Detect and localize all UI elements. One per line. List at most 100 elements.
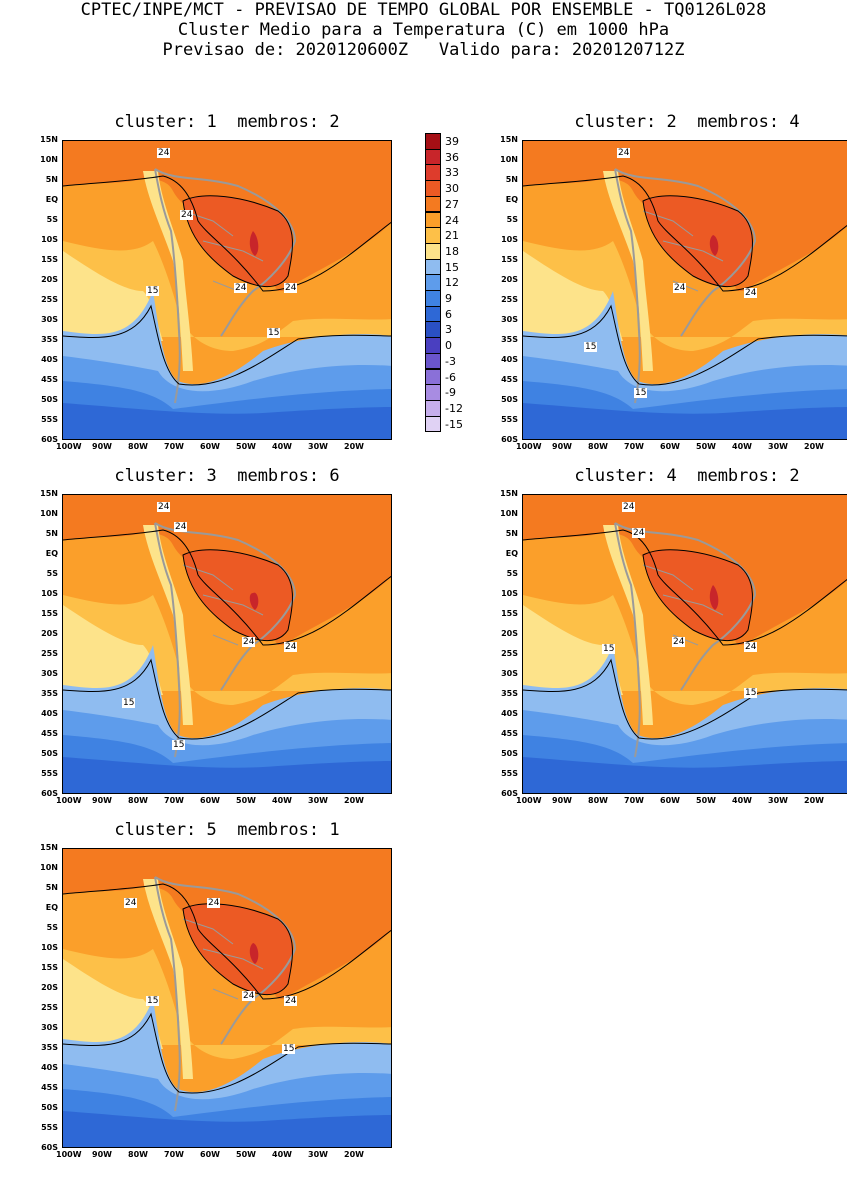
lon-tick-label: 20W <box>344 1150 364 1159</box>
lat-tick-label: 5N <box>45 175 58 184</box>
colorbar-label: 9 <box>445 292 452 305</box>
panel-title: cluster: 4 membros: 2 <box>574 466 800 486</box>
contour-label: 24 <box>284 642 298 652</box>
lon-tick-label: 30W <box>308 796 328 805</box>
lat-tick-label: 10N <box>500 155 518 164</box>
contour-label: 24 <box>632 528 646 538</box>
temperature-map <box>522 140 847 440</box>
colorbar-label: -15 <box>445 417 463 431</box>
lat-tick-label: 45S <box>501 729 518 738</box>
lat-tick-label: 15S <box>501 255 518 264</box>
colorbar-label: 0 <box>445 339 452 353</box>
lon-tick-label: 30W <box>308 442 328 451</box>
lat-tick-label: 55S <box>501 769 518 778</box>
lon-tick-label: 70W <box>624 442 644 451</box>
lon-tick-label: 20W <box>344 796 364 805</box>
colorbar-swatch <box>425 305 441 323</box>
contour-label: 24 <box>284 996 298 1006</box>
map-panel-cluster-5: cluster: 5 membros: 1 24 24 24 24 15 15 15N 10N… <box>40 820 392 1193</box>
colorbar-label: 6 <box>445 307 452 321</box>
lat-tick-label: 10N <box>40 863 58 872</box>
panel-title: cluster: 3 membros: 6 <box>114 466 340 486</box>
map-panel-cluster-2: cluster: 2 membros: 4 24 24 24 15 15 15N 10N 5N… <box>500 112 847 485</box>
lat-tick-label: 35S <box>501 335 518 344</box>
lat-tick-label: 15N <box>500 489 518 498</box>
lon-tick-label: 80W <box>588 442 608 451</box>
lat-tick-label: 60S <box>41 435 58 444</box>
lon-tick-label: 90W <box>92 1150 112 1159</box>
colorbar-label: 30 <box>445 182 459 196</box>
lat-tick-label: 50S <box>501 749 518 758</box>
lat-tick-label: 15N <box>40 135 58 144</box>
lon-tick-label: 100W <box>516 442 542 451</box>
colorbar-label: -12 <box>445 401 463 415</box>
lat-tick-label: 10S <box>41 589 58 598</box>
lon-tick-label: 40W <box>732 442 752 451</box>
lat-tick-label: 15S <box>41 255 58 264</box>
colorbar-label: 12 <box>445 276 459 290</box>
contour-label: 15 <box>146 996 160 1006</box>
colorbar-swatch <box>425 352 441 370</box>
lat-tick-label: EQ <box>45 195 58 204</box>
colorbar-swatch <box>425 242 441 260</box>
lon-tick-label: 30W <box>768 442 788 451</box>
lat-tick-label: 15S <box>41 963 58 972</box>
lat-tick-label: 60S <box>501 789 518 798</box>
lat-tick-label: 15S <box>501 609 518 618</box>
lon-tick-label: 60W <box>200 796 220 805</box>
map-panel-cluster-4: cluster: 4 membros: 2 24 24 24 24 15 15 15N 10N… <box>500 466 847 839</box>
lat-tick-label: 15N <box>40 843 58 852</box>
contour-label: 15 <box>744 688 758 698</box>
lat-tick-label: 50S <box>41 1103 58 1112</box>
lon-tick-label: 70W <box>164 442 184 451</box>
lat-tick-label: 35S <box>41 335 58 344</box>
contour-label: 15 <box>602 644 616 654</box>
colorbar-swatch <box>425 227 441 244</box>
contour-label: 24 <box>157 502 171 512</box>
colorbar-label: -3 <box>445 354 456 368</box>
lon-tick-label: 40W <box>732 796 752 805</box>
colorbar-label: 21 <box>445 229 459 243</box>
header-dates: Previsao de: 2020120600Z Valido para: 20… <box>162 40 685 60</box>
lon-tick-label: 40W <box>272 442 292 451</box>
lon-tick-label: 80W <box>128 796 148 805</box>
colorbar-swatch <box>425 337 441 354</box>
contour-label: 15 <box>584 342 598 352</box>
colorbar-label: 33 <box>445 166 459 180</box>
contour-label: 15 <box>282 1044 296 1054</box>
contour-label: 24 <box>284 283 298 293</box>
contour-label: 24 <box>242 637 256 647</box>
contour-label: 24 <box>673 283 687 293</box>
colorbar-label: 3 <box>445 323 452 337</box>
lat-tick-label: 40S <box>501 709 518 718</box>
lon-tick-label: 50W <box>696 796 716 805</box>
panel-title: cluster: 5 membros: 1 <box>114 820 340 840</box>
contour-label: 15 <box>146 286 160 296</box>
colorbar-swatch <box>425 180 441 197</box>
lon-tick-label: 20W <box>804 796 824 805</box>
lat-tick-label: 5S <box>46 923 58 932</box>
map-panel-cluster-1: cluster: 1 membros: 2 24 24 24 24 15 15 15N 10N… <box>40 112 392 485</box>
lat-tick-label: EQ <box>45 903 58 912</box>
contour-label: 15 <box>634 388 648 398</box>
lat-tick-label: 5N <box>505 529 518 538</box>
lon-tick-label: 20W <box>804 442 824 451</box>
lon-tick-label: 100W <box>516 796 542 805</box>
colorbar-swatch <box>425 195 441 213</box>
lat-tick-label: 5S <box>506 215 518 224</box>
colorbar-swatch <box>425 164 441 182</box>
lat-tick-label: 55S <box>501 415 518 424</box>
temperature-map <box>62 140 392 440</box>
lon-tick-label: 50W <box>236 442 256 451</box>
lon-tick-label: 50W <box>236 796 256 805</box>
colorbar-label: 27 <box>445 197 459 211</box>
lat-tick-label: 15S <box>41 609 58 618</box>
colorbar-swatch <box>425 290 441 307</box>
map-panel-cluster-3: cluster: 3 membros: 6 24 24 24 24 15 15 15N 10N… <box>40 466 392 839</box>
lon-tick-label: 90W <box>552 442 572 451</box>
temperature-map <box>522 494 847 794</box>
lat-tick-label: 30S <box>41 315 58 324</box>
lat-tick-label: 5N <box>45 529 58 538</box>
lat-tick-label: EQ <box>505 549 518 558</box>
lat-tick-label: 60S <box>41 1143 58 1152</box>
